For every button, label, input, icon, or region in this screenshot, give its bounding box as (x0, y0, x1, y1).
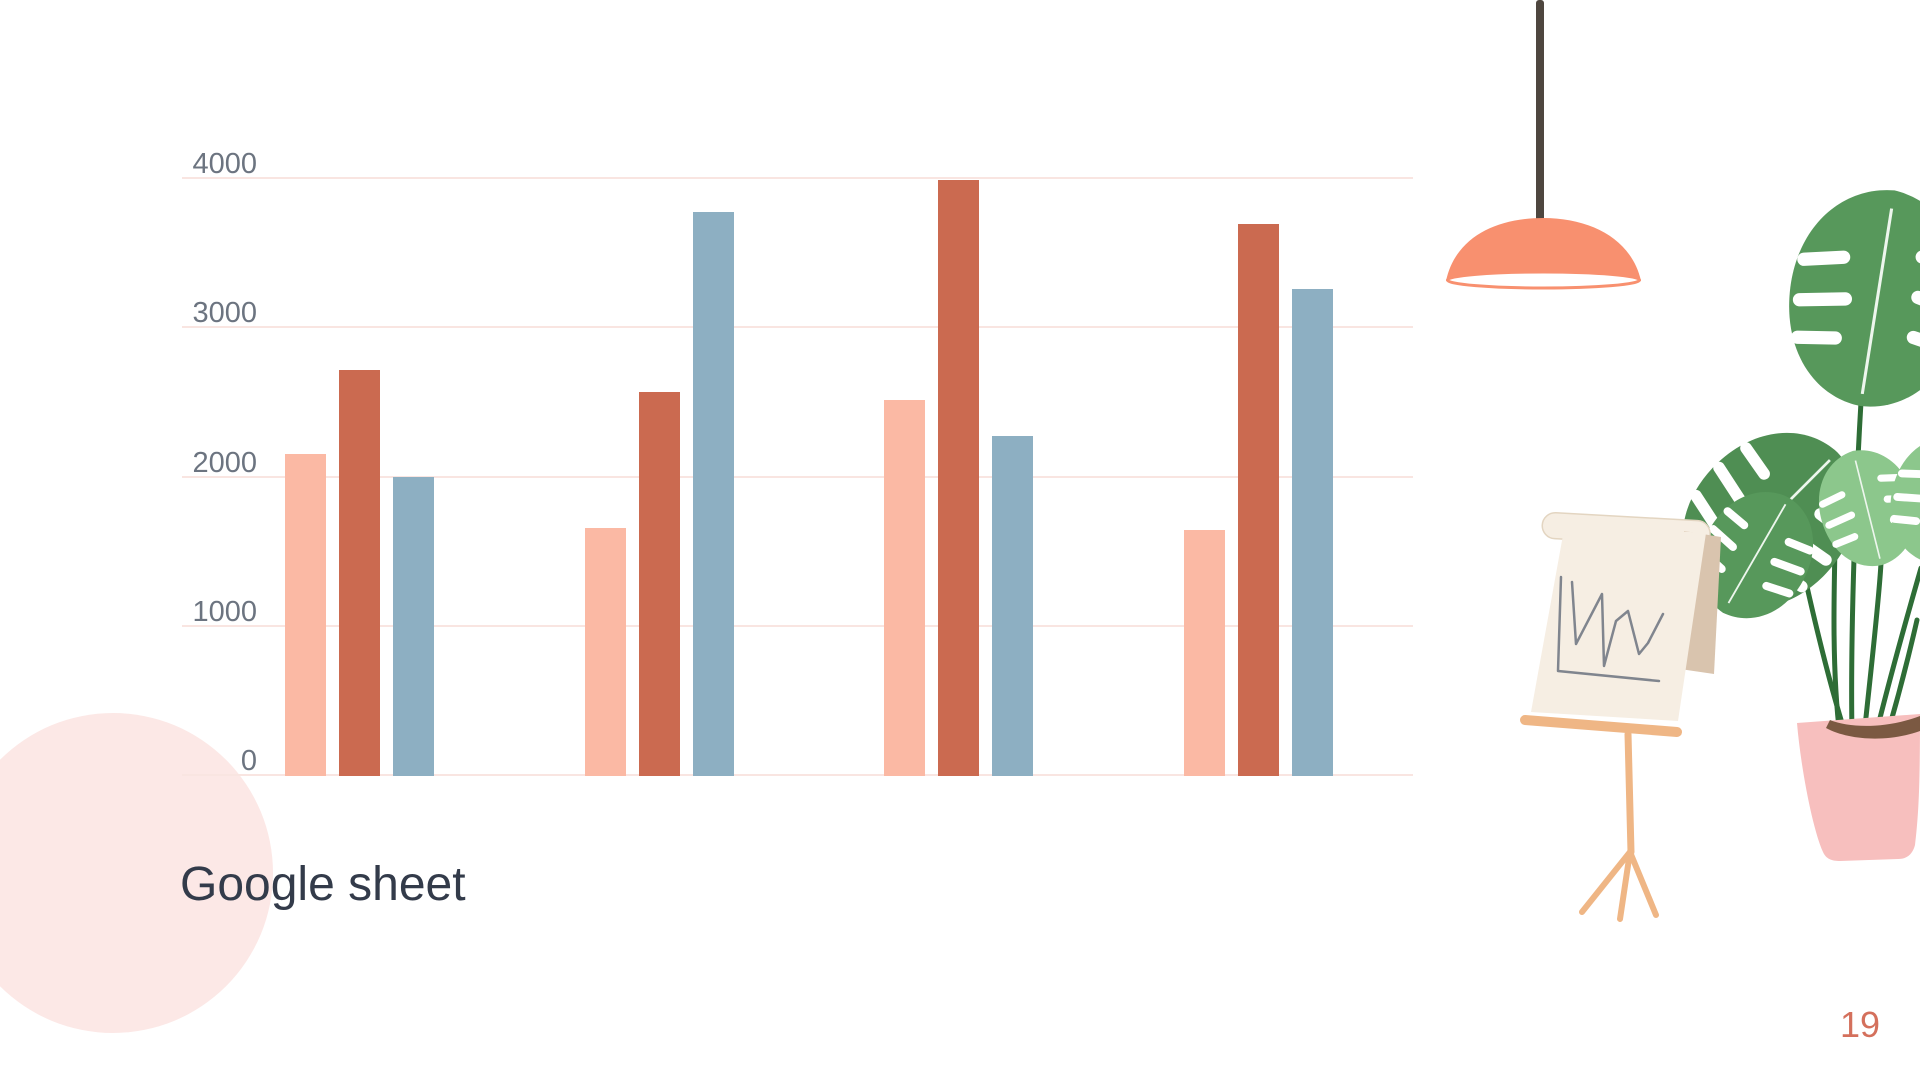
easel-tray (1520, 715, 1682, 737)
easel-leg (1579, 849, 1633, 915)
bar-group2-series1 (584, 528, 626, 776)
easel-pole (1624, 730, 1635, 856)
easel-leg (1617, 849, 1633, 922)
pink-circle-decoration (0, 713, 273, 1033)
bar-group1-series1 (284, 454, 326, 776)
y-axis-tick-label: 4000 (192, 148, 257, 180)
bar-group4-series2 (1237, 224, 1279, 776)
bar-group2-series2 (638, 392, 680, 776)
y-axis-tick-label: 0 (240, 745, 257, 777)
grid-line (182, 177, 1413, 179)
flipchart-sketch-chart (1556, 575, 1665, 683)
y-axis-tick-label: 2000 (192, 446, 257, 479)
bar-group4-series3 (1291, 289, 1333, 776)
page-number: 19 (1839, 1004, 1880, 1045)
monstera-plant-illustration (1643, 175, 1920, 861)
pendant-lamp-illustration (1446, 0, 1641, 290)
grid-line (182, 475, 1413, 478)
slide-title: Google sheet (180, 858, 466, 911)
bar-group2-series3 (692, 212, 734, 776)
plant-pot (1797, 714, 1920, 861)
plant-soil (1826, 716, 1920, 739)
lamp-shade (1446, 218, 1641, 289)
bar-group3-series3 (991, 436, 1033, 776)
lamp-underside (1446, 270, 1641, 290)
grid-line (182, 326, 1413, 329)
easel-leg (1627, 849, 1659, 918)
bar-group3-series2 (937, 180, 979, 776)
y-axis-tick-label: 3000 (192, 297, 257, 330)
flipchart-easel-illustration (1520, 511, 1721, 922)
easel-stand (1520, 715, 1682, 922)
bar-group1-series2 (338, 370, 380, 776)
lamp-cord (1536, 0, 1544, 224)
grid-line (182, 624, 1413, 627)
bar-group3-series1 (883, 400, 925, 776)
bar-group1-series3 (392, 477, 434, 776)
bar-group4-series1 (1183, 530, 1225, 776)
grid-line (182, 774, 1413, 776)
y-axis-tick-label: 1000 (192, 595, 257, 628)
